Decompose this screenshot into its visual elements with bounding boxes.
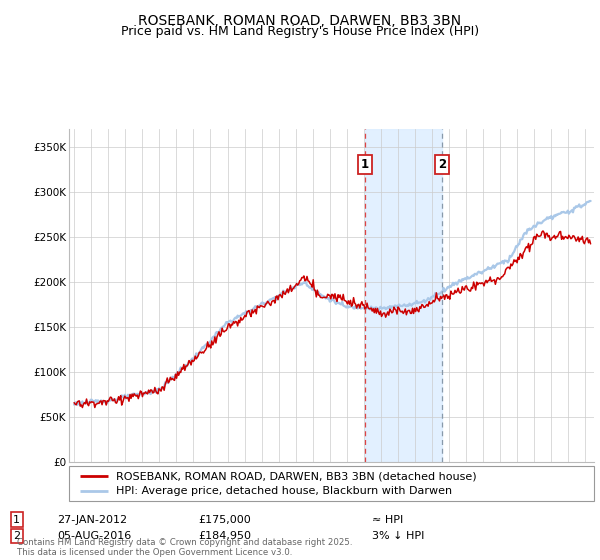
- Text: HPI: Average price, detached house, Blackburn with Darwen: HPI: Average price, detached house, Blac…: [116, 487, 452, 497]
- FancyBboxPatch shape: [69, 466, 594, 501]
- Text: Price paid vs. HM Land Registry's House Price Index (HPI): Price paid vs. HM Land Registry's House …: [121, 25, 479, 38]
- Text: ROSEBANK, ROMAN ROAD, DARWEN, BB3 3BN (detached house): ROSEBANK, ROMAN ROAD, DARWEN, BB3 3BN (d…: [116, 471, 477, 481]
- Bar: [365, 129, 442, 462]
- Text: 1: 1: [13, 515, 20, 525]
- Text: ROSEBANK, ROMAN ROAD, DARWEN, BB3 3BN: ROSEBANK, ROMAN ROAD, DARWEN, BB3 3BN: [139, 14, 461, 28]
- Text: 05-AUG-2016: 05-AUG-2016: [57, 531, 131, 541]
- Text: £184,950: £184,950: [198, 531, 251, 541]
- Text: Contains HM Land Registry data © Crown copyright and database right 2025.
This d: Contains HM Land Registry data © Crown c…: [17, 538, 352, 557]
- Text: ≈ HPI: ≈ HPI: [372, 515, 403, 525]
- Text: 3% ↓ HPI: 3% ↓ HPI: [372, 531, 424, 541]
- Text: 2: 2: [438, 158, 446, 171]
- Text: 2: 2: [13, 531, 20, 541]
- Text: £175,000: £175,000: [198, 515, 251, 525]
- Text: 1: 1: [361, 158, 369, 171]
- Text: 27-JAN-2012: 27-JAN-2012: [57, 515, 127, 525]
